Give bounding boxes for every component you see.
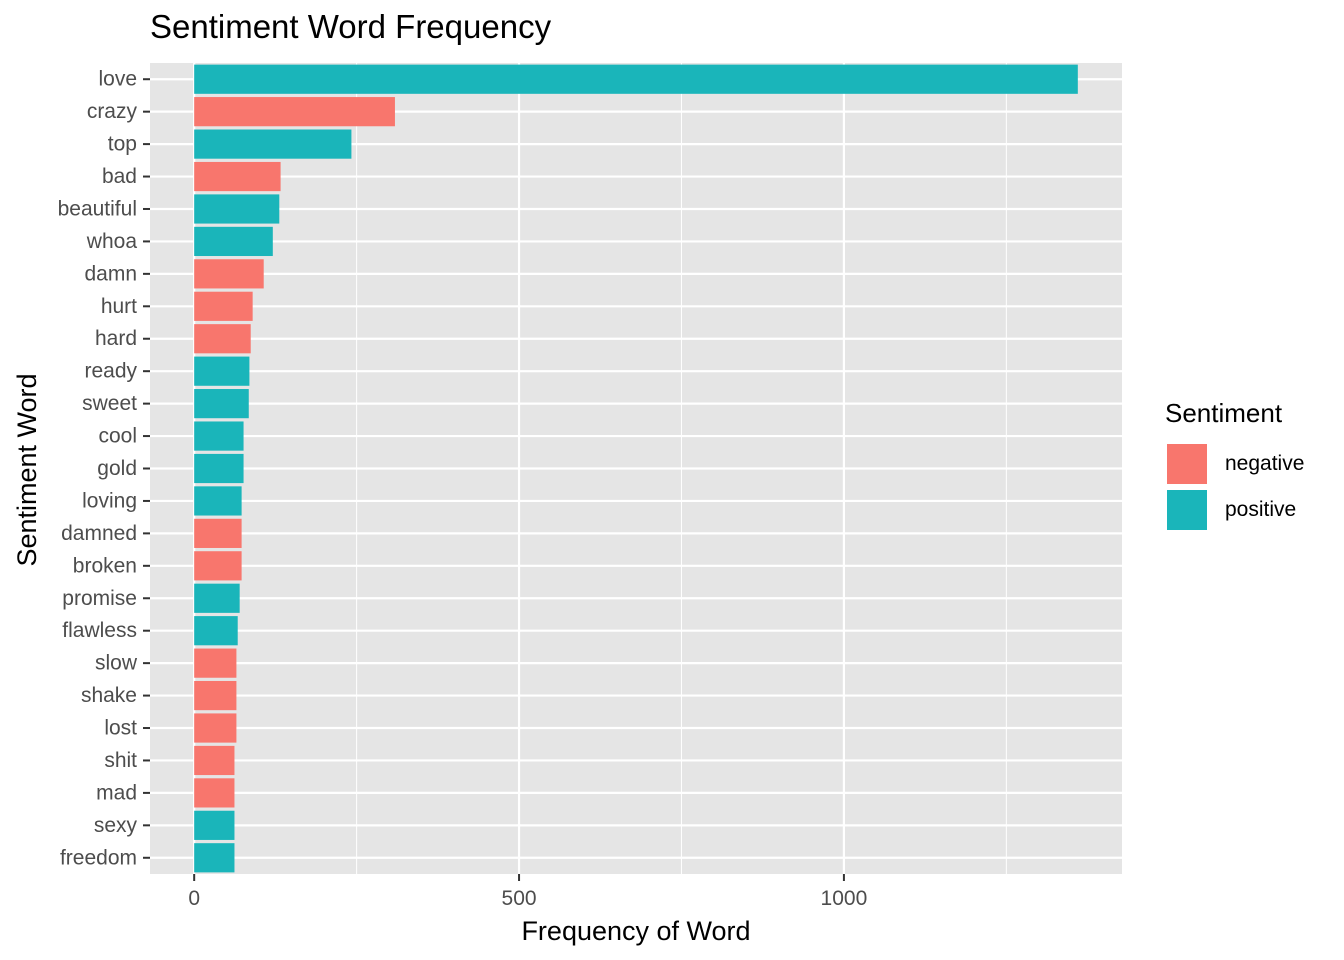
bar-ready: [194, 356, 250, 386]
bar-sweet: [194, 389, 249, 419]
bar-gold: [194, 453, 244, 484]
y-tick-label-hurt: hurt: [101, 295, 137, 318]
y-tick-label-damned: damned: [61, 522, 137, 545]
y-tick-label-broken: broken: [73, 554, 137, 577]
y-tick-label-ready: ready: [84, 360, 137, 383]
y-axis-title: Sentiment Word: [12, 373, 42, 566]
bar-broken: [194, 551, 242, 581]
bar-flawless: [194, 616, 238, 646]
bar-bad: [194, 161, 281, 192]
y-tick-label-shake: shake: [81, 684, 137, 707]
bar-freedom: [194, 843, 235, 873]
y-tick-label-damn: damn: [84, 262, 137, 285]
y-tick-label-whoa: whoa: [86, 230, 138, 253]
y-tick-label-love: love: [98, 68, 137, 91]
y-tick-label-promise: promise: [62, 587, 137, 610]
bar-top: [194, 129, 352, 159]
bar-beautiful: [194, 194, 280, 224]
legend-item-positive: positive: [1165, 487, 1335, 533]
legend-label-negative: negative: [1225, 452, 1305, 475]
legend-label-positive: positive: [1225, 498, 1297, 521]
y-tick-label-hard: hard: [95, 327, 137, 350]
bar-hurt: [194, 291, 253, 321]
bar-damned: [194, 518, 242, 548]
bar-promise: [194, 583, 240, 613]
y-tick-label-sweet: sweet: [82, 392, 137, 415]
y-tick-label-bad: bad: [102, 165, 137, 188]
chart-title: Sentiment Word Frequency: [150, 8, 552, 45]
y-tick-label-gold: gold: [97, 457, 137, 480]
y-tick-label-sexy: sexy: [94, 814, 138, 837]
bar-whoa: [194, 226, 273, 257]
bar-damn: [194, 259, 264, 289]
bar-sexy: [194, 810, 235, 840]
bar-crazy: [194, 97, 395, 127]
y-tick-label-mad: mad: [96, 781, 137, 804]
x-tick-label: 0: [188, 887, 200, 910]
x-tick-label: 500: [502, 887, 537, 910]
x-tick-label: 1000: [821, 887, 868, 910]
bar-mad: [194, 778, 235, 808]
y-tick-label-top: top: [108, 133, 137, 156]
bar-shake: [194, 680, 237, 711]
bar-cool: [194, 421, 244, 451]
bar-loving: [194, 486, 242, 516]
bar-love: [194, 64, 1078, 94]
y-tick-label-crazy: crazy: [87, 100, 138, 123]
bars: [194, 64, 1078, 873]
legend-swatch-positive: [1165, 488, 1209, 532]
y-tick-label-beautiful: beautiful: [58, 197, 137, 220]
y-tick-label-shit: shit: [104, 749, 137, 772]
y-tick-label-lost: lost: [104, 717, 137, 740]
y-tick-label-slow: slow: [95, 652, 138, 675]
bar-shit: [194, 745, 235, 776]
legend-title: Sentiment: [1165, 398, 1283, 428]
bar-hard: [194, 324, 251, 354]
y-tick-label-flawless: flawless: [62, 619, 137, 642]
legend-item-negative: negative: [1165, 441, 1335, 487]
bar-lost: [194, 713, 237, 743]
y-tick-label-loving: loving: [82, 489, 137, 512]
y-tick-label-cool: cool: [98, 425, 137, 448]
bar-slow: [194, 648, 237, 678]
x-axis: 0 500 1000: [188, 874, 867, 910]
legend-swatch-negative: [1165, 442, 1209, 486]
y-tick-label-freedom: freedom: [60, 846, 137, 869]
y-axis: love crazy top bad beautiful whoa damn hurt hard…: [58, 68, 150, 869]
x-axis-title: Frequency of Word: [521, 916, 750, 946]
legend: Sentiment negative positive: [1165, 398, 1335, 533]
